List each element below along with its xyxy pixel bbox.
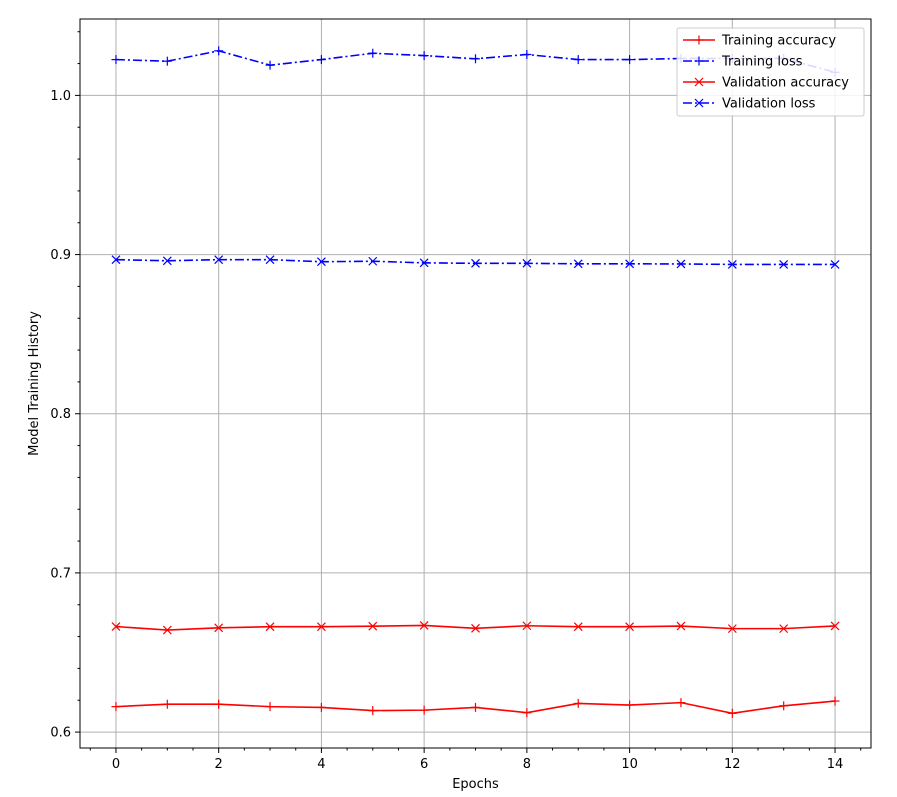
- legend-entry: Validation loss: [683, 97, 816, 112]
- data-point: [573, 698, 583, 708]
- data-point: [779, 701, 789, 711]
- y-tick-label: 0.6: [50, 726, 71, 741]
- series-validation-accuracy: [111, 621, 840, 635]
- legend-entry: Validation accuracy: [683, 76, 849, 91]
- data-point: [419, 258, 429, 268]
- data-point: [162, 256, 172, 266]
- data-point: [625, 700, 635, 710]
- x-tick-label: 12: [724, 757, 741, 772]
- x-tick-label: 4: [317, 757, 325, 772]
- data-point: [265, 622, 275, 632]
- data-point: [625, 622, 635, 632]
- x-tick-label: 2: [215, 757, 223, 772]
- y-tick-label: 1.0: [50, 89, 71, 104]
- data-point: [316, 55, 326, 65]
- y-tick-label: 0.8: [50, 407, 71, 422]
- data-point: [676, 698, 686, 708]
- data-point: [111, 622, 121, 631]
- legend-label: Training accuracy: [721, 34, 836, 49]
- data-point: [111, 55, 121, 65]
- x-tick-label: 8: [523, 757, 531, 772]
- legend-marker: [694, 35, 704, 45]
- data-point: [522, 258, 532, 268]
- data-point: [471, 54, 480, 64]
- data-point: [727, 624, 737, 634]
- data-point: [522, 708, 532, 718]
- data-point: [214, 623, 224, 633]
- x-tick-label: 6: [420, 757, 428, 772]
- data-point: [162, 625, 172, 635]
- legend-label: Validation loss: [722, 97, 816, 112]
- data-point: [214, 46, 224, 56]
- data-point: [779, 624, 789, 634]
- data-point: [830, 696, 840, 706]
- data-point: [368, 48, 378, 58]
- y-tick-label: 0.7: [50, 566, 71, 581]
- data-point: [471, 623, 480, 633]
- data-point: [419, 621, 429, 630]
- legend-marker: [694, 56, 704, 66]
- data-point: [471, 702, 480, 712]
- data-point: [111, 702, 121, 712]
- legend: Training accuracy Training loss Validation…: [676, 27, 865, 117]
- data-point: [368, 621, 378, 631]
- data-point: [419, 51, 429, 61]
- legend-label: Training loss: [721, 55, 803, 70]
- data-point: [625, 55, 635, 65]
- data-point: [162, 699, 172, 709]
- data-point: [265, 255, 275, 265]
- x-tick-label: 14: [827, 757, 844, 772]
- series-training-accuracy: [111, 696, 840, 718]
- legend-label: Validation accuracy: [722, 76, 849, 91]
- legend-marker: [694, 98, 704, 108]
- data-point: [522, 621, 532, 631]
- data-point: [368, 706, 378, 716]
- data-point: [265, 702, 275, 712]
- data-point: [625, 259, 635, 269]
- data-point: [573, 259, 583, 269]
- data-point: [214, 255, 224, 265]
- data-point: [573, 55, 583, 65]
- y-tick-label: 0.9: [50, 248, 71, 263]
- axis-ticks: 0 2 4 6 8 10 12 14 0.6 0.7 0.8 0.9 1.0: [50, 31, 862, 772]
- y-axis-label: Model Training History: [27, 311, 42, 456]
- legend-marker: [694, 77, 704, 87]
- series-validation-loss: [111, 255, 840, 269]
- data-point: [727, 260, 737, 269]
- data-point: [676, 621, 686, 631]
- data-point: [368, 256, 378, 266]
- data-point: [727, 708, 737, 718]
- data-point: [471, 258, 480, 268]
- data-point: [214, 699, 224, 709]
- data-point: [779, 260, 789, 269]
- data-point: [316, 257, 326, 267]
- legend-box: [676, 27, 865, 117]
- data-point: [830, 260, 840, 269]
- data-point: [265, 60, 275, 70]
- data-point: [522, 49, 532, 59]
- data-point: [316, 702, 326, 712]
- data-point: [162, 56, 172, 66]
- x-axis-label: Epochs: [452, 777, 499, 792]
- data-point: [676, 259, 686, 269]
- legend-entry: Training loss: [683, 55, 803, 70]
- data-point: [111, 255, 121, 265]
- x-tick-label: 0: [112, 757, 120, 772]
- legend-entry: Training accuracy: [683, 34, 836, 49]
- data-point: [419, 705, 429, 715]
- data-point: [830, 621, 840, 631]
- x-tick-label: 10: [621, 757, 638, 772]
- data-point: [316, 622, 326, 632]
- data-point: [573, 622, 583, 632]
